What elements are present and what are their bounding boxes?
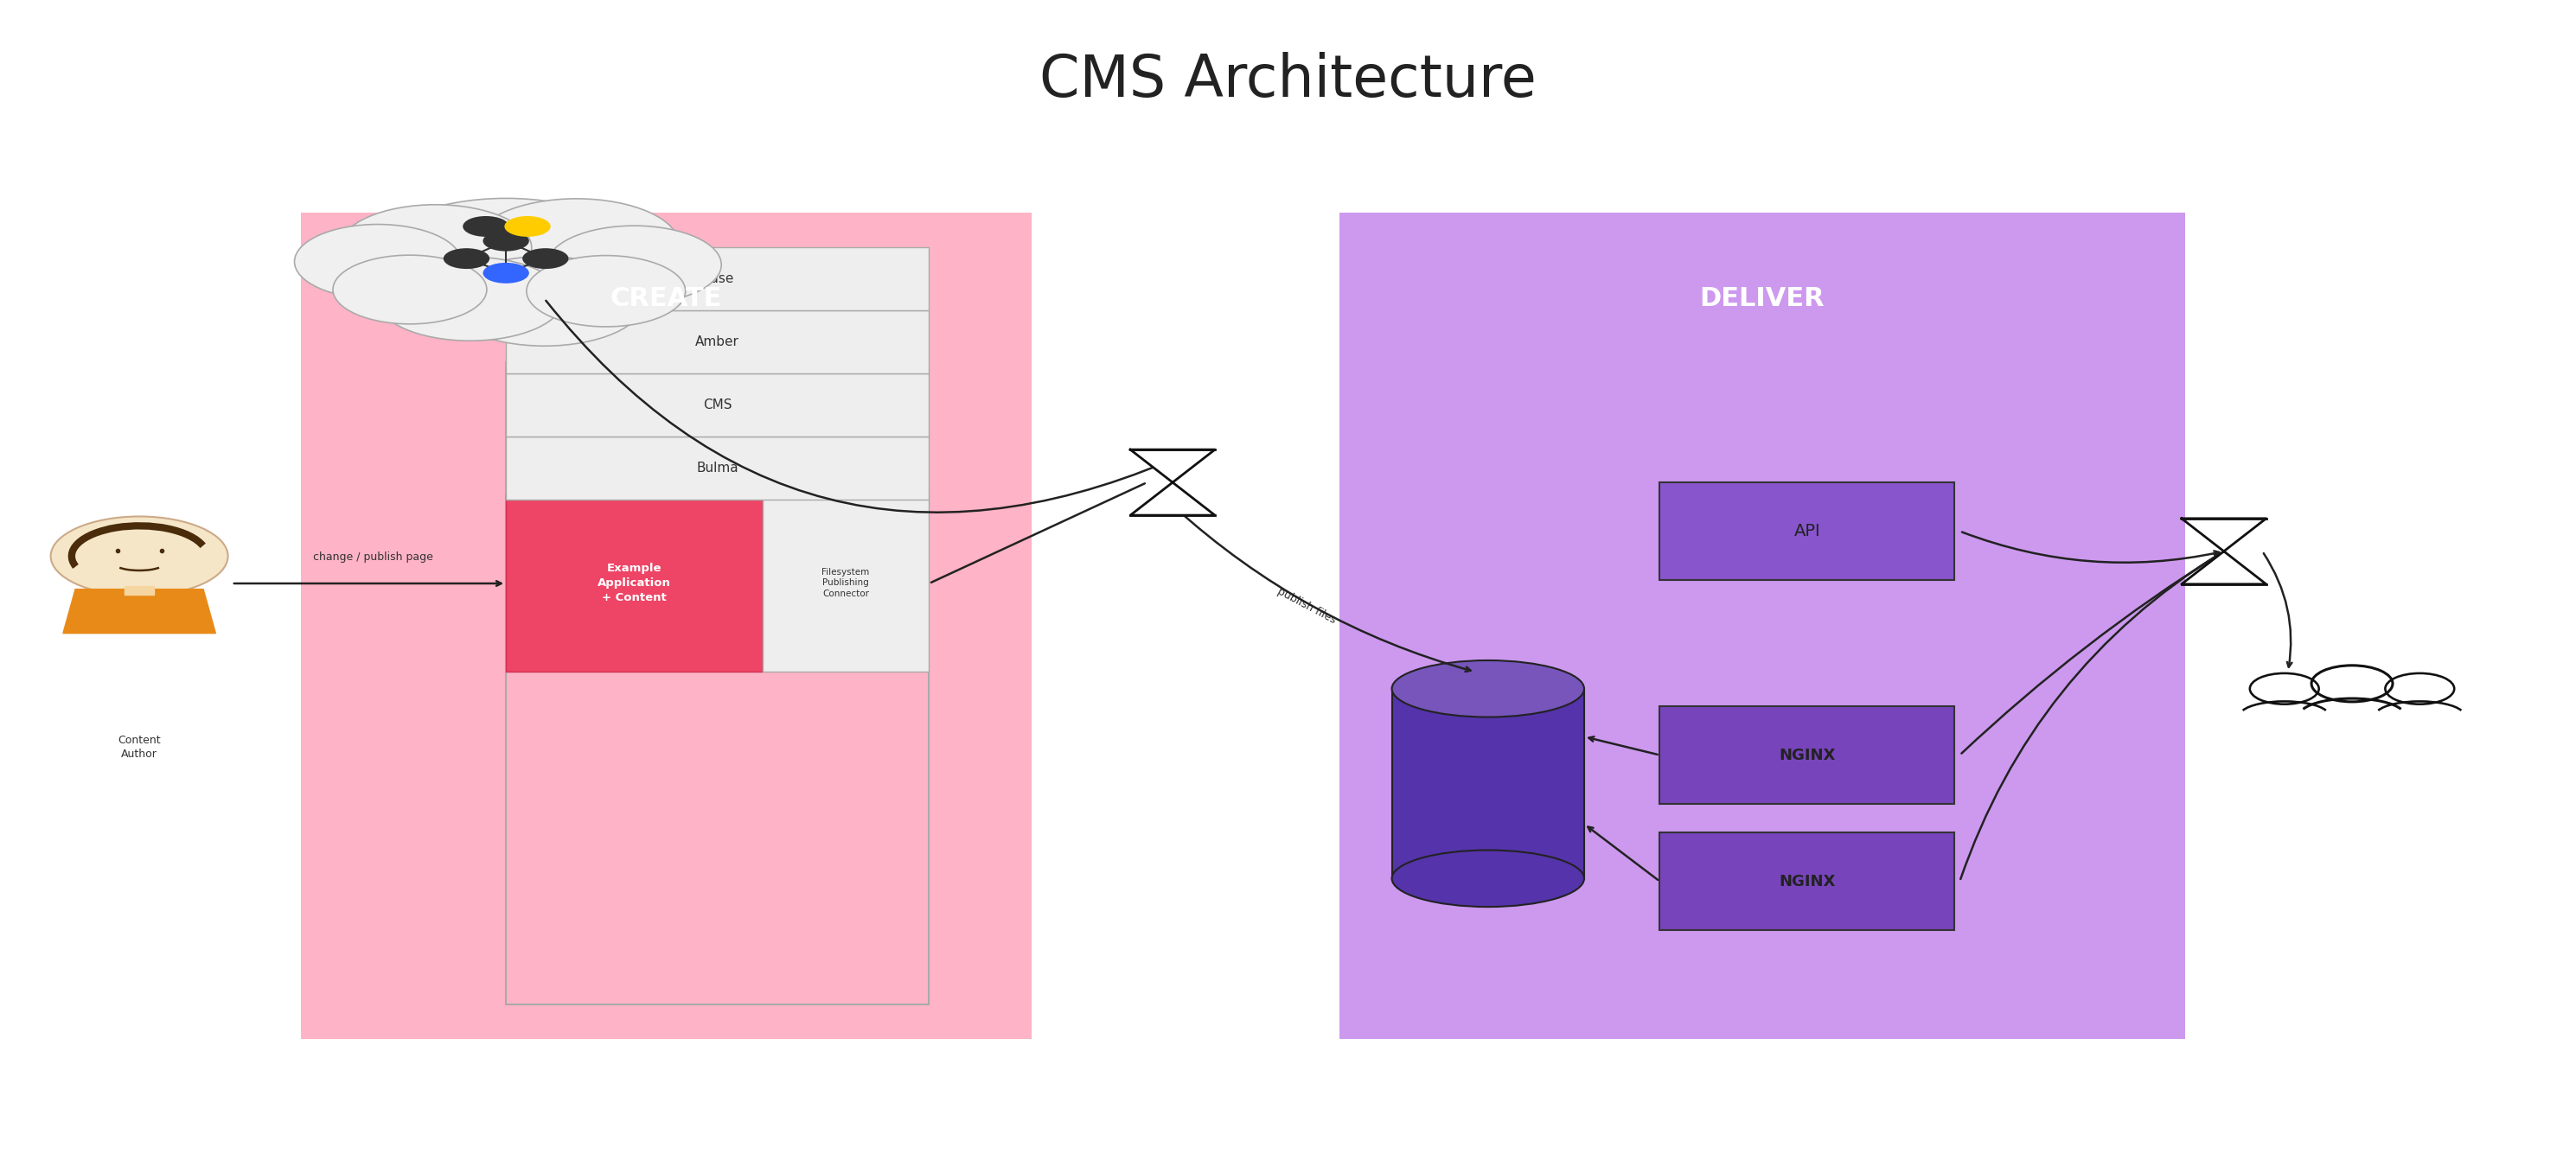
- Text: NGINX: NGINX: [1780, 747, 1837, 763]
- Bar: [505, 374, 930, 436]
- Text: Example
Application
+ Content: Example Application + Content: [598, 563, 670, 603]
- Text: Amber: Amber: [696, 335, 739, 348]
- Circle shape: [294, 224, 461, 299]
- Polygon shape: [124, 587, 155, 595]
- Bar: [505, 436, 930, 500]
- Polygon shape: [2182, 551, 2267, 585]
- Text: CMS: CMS: [703, 398, 732, 412]
- Text: Filesystem
Publishing
Connector: Filesystem Publishing Connector: [822, 568, 871, 597]
- Text: DELIVER: DELIVER: [1700, 287, 1824, 311]
- Circle shape: [376, 258, 564, 341]
- Circle shape: [446, 256, 644, 346]
- Bar: [1659, 833, 1955, 930]
- Circle shape: [546, 226, 721, 304]
- Circle shape: [523, 248, 569, 269]
- Bar: [505, 310, 930, 374]
- Circle shape: [474, 198, 680, 290]
- Bar: [1659, 706, 1955, 804]
- Bar: [505, 362, 930, 1005]
- Polygon shape: [62, 589, 216, 633]
- Polygon shape: [2182, 519, 2267, 551]
- Circle shape: [464, 216, 510, 237]
- Ellipse shape: [1391, 850, 1584, 907]
- Text: Content
Author: Content Author: [118, 735, 160, 760]
- Ellipse shape: [1391, 660, 1584, 717]
- Bar: [762, 494, 930, 672]
- Circle shape: [52, 516, 227, 596]
- Bar: [505, 494, 762, 672]
- Circle shape: [505, 216, 551, 237]
- Text: change / publish page: change / publish page: [312, 551, 433, 563]
- Text: CREATE: CREATE: [611, 287, 721, 311]
- Circle shape: [526, 255, 685, 327]
- Circle shape: [482, 262, 528, 283]
- Polygon shape: [1131, 483, 1216, 515]
- Bar: [1340, 212, 2184, 1039]
- Text: CMS Architecture: CMS Architecture: [1041, 52, 1535, 109]
- Bar: [1391, 689, 1584, 878]
- Bar: [505, 247, 930, 310]
- Circle shape: [371, 198, 641, 319]
- Text: publish files: publish files: [1275, 586, 1337, 626]
- Polygon shape: [1131, 450, 1216, 483]
- Circle shape: [443, 248, 489, 269]
- Text: API: API: [1793, 523, 1821, 539]
- Bar: [1659, 483, 1955, 580]
- Text: Bulma: Bulma: [696, 462, 739, 474]
- Circle shape: [340, 204, 531, 291]
- Circle shape: [482, 231, 528, 252]
- Text: NGINX: NGINX: [1780, 873, 1837, 889]
- Circle shape: [332, 255, 487, 324]
- Bar: [301, 212, 1030, 1039]
- Text: Base: Base: [701, 273, 734, 285]
